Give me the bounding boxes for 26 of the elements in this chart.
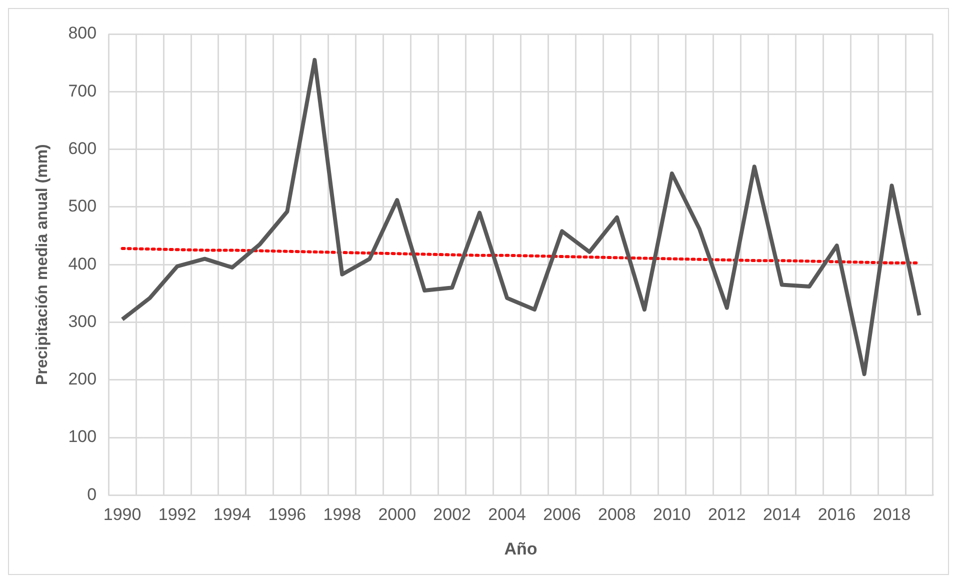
x-tick-label: 1994 [213, 505, 252, 524]
x-tick-label: 2006 [543, 505, 581, 524]
y-tick-label: 0 [87, 484, 97, 504]
x-tick-label: 2004 [488, 505, 526, 524]
y-tick-label: 800 [68, 24, 97, 43]
y-tick-label: 700 [68, 81, 97, 100]
y-tick-label: 400 [68, 254, 97, 274]
x-tick-label: 2008 [598, 505, 636, 524]
x-tick-label: 2010 [653, 505, 691, 524]
y-tick-label: 600 [68, 138, 97, 158]
x-tick-label: 2012 [708, 505, 746, 524]
x-tick-label: 2016 [818, 505, 856, 524]
x-tick-label: 1992 [158, 505, 196, 524]
x-tick-label: 2014 [762, 505, 801, 524]
x-tick-label: 1998 [323, 505, 362, 524]
x-axis-title: Año [504, 539, 538, 558]
y-tick-label: 500 [68, 196, 97, 216]
x-tick-label: 2002 [433, 505, 471, 524]
x-tick-label: 1996 [268, 505, 306, 524]
x-tick-label: 2018 [872, 505, 911, 524]
y-axis-title: Precipitación media anual (mm) [34, 144, 52, 386]
y-tick-label: 200 [68, 370, 97, 389]
x-tick-label: 2000 [378, 505, 416, 524]
y-tick-label: 300 [68, 312, 97, 331]
x-tick-label: 1990 [103, 505, 142, 524]
y-tick-label: 100 [68, 427, 97, 446]
